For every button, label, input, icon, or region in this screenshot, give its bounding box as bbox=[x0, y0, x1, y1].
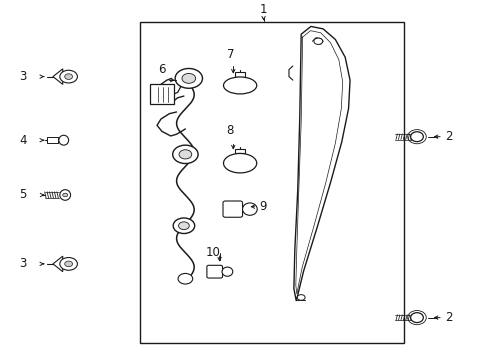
Circle shape bbox=[65, 74, 73, 80]
Circle shape bbox=[175, 68, 202, 88]
Ellipse shape bbox=[223, 77, 257, 94]
Polygon shape bbox=[53, 69, 63, 84]
Text: 6: 6 bbox=[158, 63, 166, 76]
Circle shape bbox=[297, 294, 305, 300]
Circle shape bbox=[60, 257, 77, 270]
Text: 3: 3 bbox=[19, 257, 26, 270]
Ellipse shape bbox=[243, 203, 257, 215]
Circle shape bbox=[173, 218, 195, 234]
Text: 4: 4 bbox=[19, 134, 27, 147]
Circle shape bbox=[178, 274, 193, 284]
Text: 7: 7 bbox=[226, 48, 234, 61]
Polygon shape bbox=[294, 26, 350, 301]
Text: 2: 2 bbox=[445, 311, 453, 324]
Ellipse shape bbox=[60, 190, 71, 200]
Circle shape bbox=[179, 150, 192, 159]
Text: 10: 10 bbox=[206, 246, 220, 259]
Text: 3: 3 bbox=[19, 70, 26, 83]
Circle shape bbox=[314, 38, 323, 44]
FancyBboxPatch shape bbox=[223, 201, 243, 217]
Bar bbox=[235, 72, 245, 77]
Text: 8: 8 bbox=[227, 125, 234, 138]
Text: 1: 1 bbox=[260, 3, 268, 16]
Circle shape bbox=[172, 145, 198, 163]
Polygon shape bbox=[53, 256, 63, 272]
Circle shape bbox=[60, 70, 77, 83]
Text: 2: 2 bbox=[445, 130, 453, 143]
Ellipse shape bbox=[411, 313, 423, 323]
Text: 9: 9 bbox=[260, 200, 267, 213]
FancyBboxPatch shape bbox=[207, 265, 222, 278]
Ellipse shape bbox=[411, 132, 423, 141]
Text: 5: 5 bbox=[19, 189, 26, 202]
Bar bbox=[47, 138, 58, 143]
Ellipse shape bbox=[222, 267, 233, 276]
Circle shape bbox=[65, 261, 73, 267]
Bar bbox=[235, 149, 245, 153]
Bar bbox=[140, 22, 404, 343]
Ellipse shape bbox=[223, 153, 257, 173]
Ellipse shape bbox=[59, 135, 69, 145]
FancyBboxPatch shape bbox=[150, 84, 174, 104]
Circle shape bbox=[178, 222, 189, 230]
Ellipse shape bbox=[63, 193, 68, 197]
Circle shape bbox=[182, 73, 196, 83]
